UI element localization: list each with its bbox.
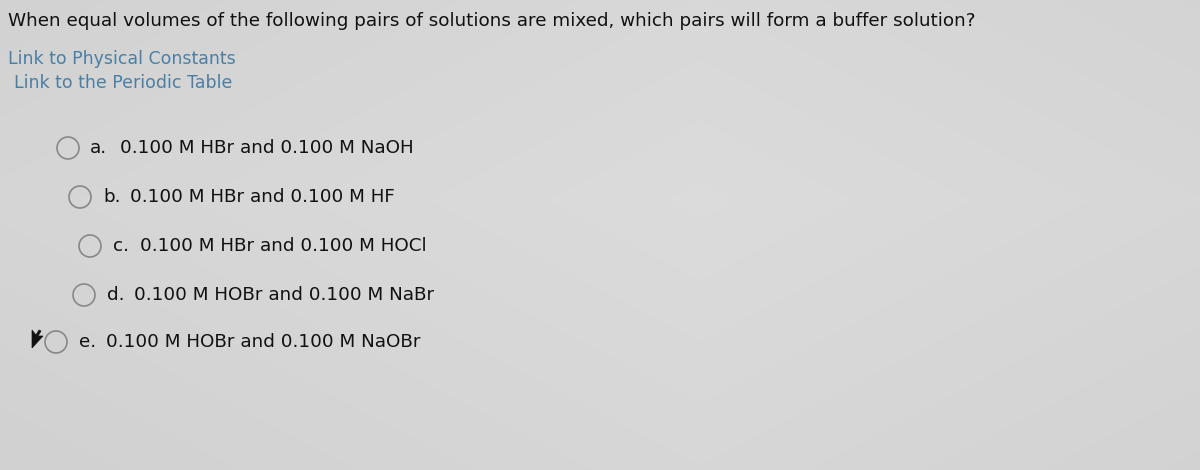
- Text: 0.100 M HBr and 0.100 M HF: 0.100 M HBr and 0.100 M HF: [130, 188, 395, 206]
- Text: d.: d.: [107, 286, 125, 304]
- Text: e.: e.: [79, 333, 96, 351]
- Text: 0.100 M HOBr and 0.100 M NaBr: 0.100 M HOBr and 0.100 M NaBr: [134, 286, 434, 304]
- Text: Link to Physical Constants: Link to Physical Constants: [8, 50, 235, 68]
- Text: 0.100 M HOBr and 0.100 M NaOBr: 0.100 M HOBr and 0.100 M NaOBr: [106, 333, 420, 351]
- Text: a.: a.: [90, 139, 107, 157]
- Text: 0.100 M HBr and 0.100 M HOCl: 0.100 M HBr and 0.100 M HOCl: [140, 237, 427, 255]
- Text: 0.100 M HBr and 0.100 M NaOH: 0.100 M HBr and 0.100 M NaOH: [120, 139, 414, 157]
- Text: When equal volumes of the following pairs of solutions are mixed, which pairs wi: When equal volumes of the following pair…: [8, 12, 976, 30]
- Text: c.: c.: [113, 237, 130, 255]
- Text: Link to the Periodic Table: Link to the Periodic Table: [14, 74, 233, 92]
- Polygon shape: [32, 330, 43, 348]
- Text: b.: b.: [103, 188, 120, 206]
